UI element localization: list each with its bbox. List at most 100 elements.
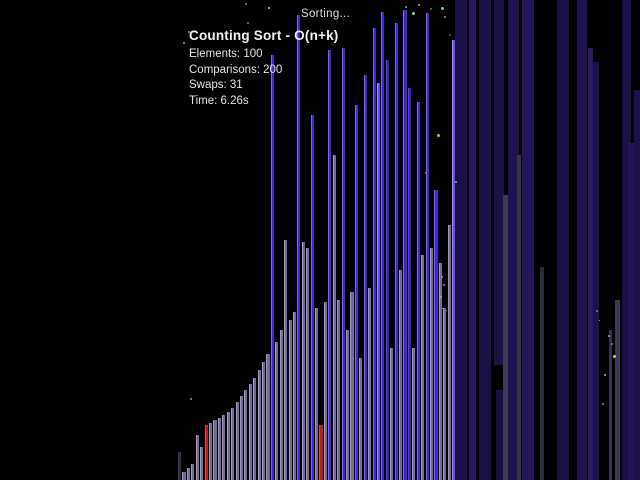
- sort-bar: [381, 12, 385, 480]
- background-bar: [455, 0, 467, 480]
- stat-comparisons: Comparisons: 200: [189, 63, 283, 76]
- background-bar: [622, 0, 631, 480]
- particle-dot: [604, 374, 606, 376]
- sort-bar: [301, 242, 305, 480]
- background-bar: [628, 143, 635, 480]
- particle-dot: [268, 7, 270, 9]
- sort-bar: [332, 155, 336, 480]
- sort-bar: [394, 23, 398, 480]
- sort-bar: [208, 423, 213, 480]
- background-bar: [496, 390, 505, 480]
- algorithm-title: Counting Sort - O(n+k): [189, 28, 339, 43]
- sort-bar: [438, 263, 442, 480]
- sort-bar: [363, 75, 367, 480]
- sort-bar: [297, 15, 301, 480]
- sort-bar: [447, 225, 451, 480]
- sort-bar: [217, 418, 221, 480]
- background-bar: [494, 0, 504, 365]
- stat-swaps: Swaps: 31: [189, 79, 243, 91]
- sort-bar: [315, 308, 319, 480]
- sort-bar: [200, 447, 204, 480]
- particle-dot: [405, 6, 407, 8]
- particle-dot: [599, 320, 600, 321]
- particle-dot: [453, 245, 455, 247]
- particle-dot: [596, 310, 598, 312]
- sort-bar: [195, 435, 199, 480]
- particle-dot: [437, 134, 440, 137]
- particle-dot: [245, 3, 247, 5]
- sort-bar: [270, 55, 274, 480]
- background-bar: [503, 195, 508, 480]
- particle-dot: [418, 4, 420, 6]
- particle-dot: [449, 34, 451, 36]
- sort-bar: [191, 464, 195, 480]
- particle-dot: [446, 310, 447, 311]
- sort-bar: [310, 115, 314, 480]
- background-bar: [557, 0, 569, 480]
- sort-bar: [341, 48, 345, 480]
- particle-dot: [440, 296, 442, 298]
- sort-bar: [257, 370, 261, 480]
- background-bar: [634, 90, 640, 480]
- background-bar: [609, 330, 612, 480]
- sort-bar: [421, 255, 425, 480]
- background-bar: [540, 267, 544, 480]
- particle-dot: [443, 284, 445, 286]
- particle-dot: [441, 7, 444, 10]
- sort-bar: [354, 105, 358, 480]
- sort-bar: [452, 40, 456, 480]
- particle-dot: [611, 343, 613, 345]
- sort-bar: [226, 412, 230, 480]
- particle-dot: [188, 31, 190, 33]
- particle-dot: [441, 276, 443, 278]
- particle-dot: [608, 335, 610, 337]
- sort-bar: [222, 415, 226, 480]
- sort-bar: [288, 320, 292, 480]
- particle-dot: [455, 181, 457, 183]
- sort-bar: [279, 330, 283, 480]
- sort-bar: [306, 248, 310, 480]
- sort-bar: [425, 13, 429, 480]
- particle-dot: [613, 355, 616, 358]
- sort-bar: [403, 10, 407, 480]
- particle-dot: [430, 8, 432, 10]
- particle-dot: [247, 22, 249, 24]
- sort-bar: [262, 362, 266, 480]
- sort-bar: [372, 28, 376, 480]
- sort-bar: [178, 452, 182, 480]
- sort-bar: [275, 342, 279, 480]
- sort-bar: [235, 402, 239, 480]
- sort-bar: [248, 384, 252, 480]
- sort-bar: [434, 190, 438, 480]
- sort-bar: [385, 60, 389, 480]
- sort-bar: [368, 288, 372, 480]
- background-bar: [469, 0, 476, 480]
- particle-dot: [412, 12, 415, 15]
- background-bar: [508, 0, 519, 480]
- sort-bar: [346, 330, 350, 480]
- sort-bar: [337, 300, 341, 480]
- sort-bar: [182, 472, 186, 480]
- sort-bar: [253, 378, 257, 480]
- sort-bar: [443, 308, 447, 480]
- sort-bar: [350, 292, 354, 480]
- sort-bar: [412, 348, 416, 480]
- particle-dot: [425, 172, 427, 174]
- background-bar: [479, 0, 491, 480]
- sort-bar: [239, 396, 244, 480]
- stats-panel: Counting Sort - O(n+k) Elements: 100 Com…: [189, 28, 339, 110]
- sort-bar: [204, 425, 208, 480]
- sort-bar: [292, 312, 297, 480]
- sort-bar: [231, 408, 235, 480]
- sort-bar: [213, 420, 217, 480]
- sort-bar: [244, 390, 248, 480]
- background-bar: [517, 155, 521, 480]
- particle-dot: [444, 16, 446, 18]
- stat-time: Time: 6.26s: [189, 94, 249, 107]
- status-text: Sorting...: [301, 8, 351, 20]
- particle-dot: [442, 308, 443, 309]
- particle-dot: [190, 398, 192, 400]
